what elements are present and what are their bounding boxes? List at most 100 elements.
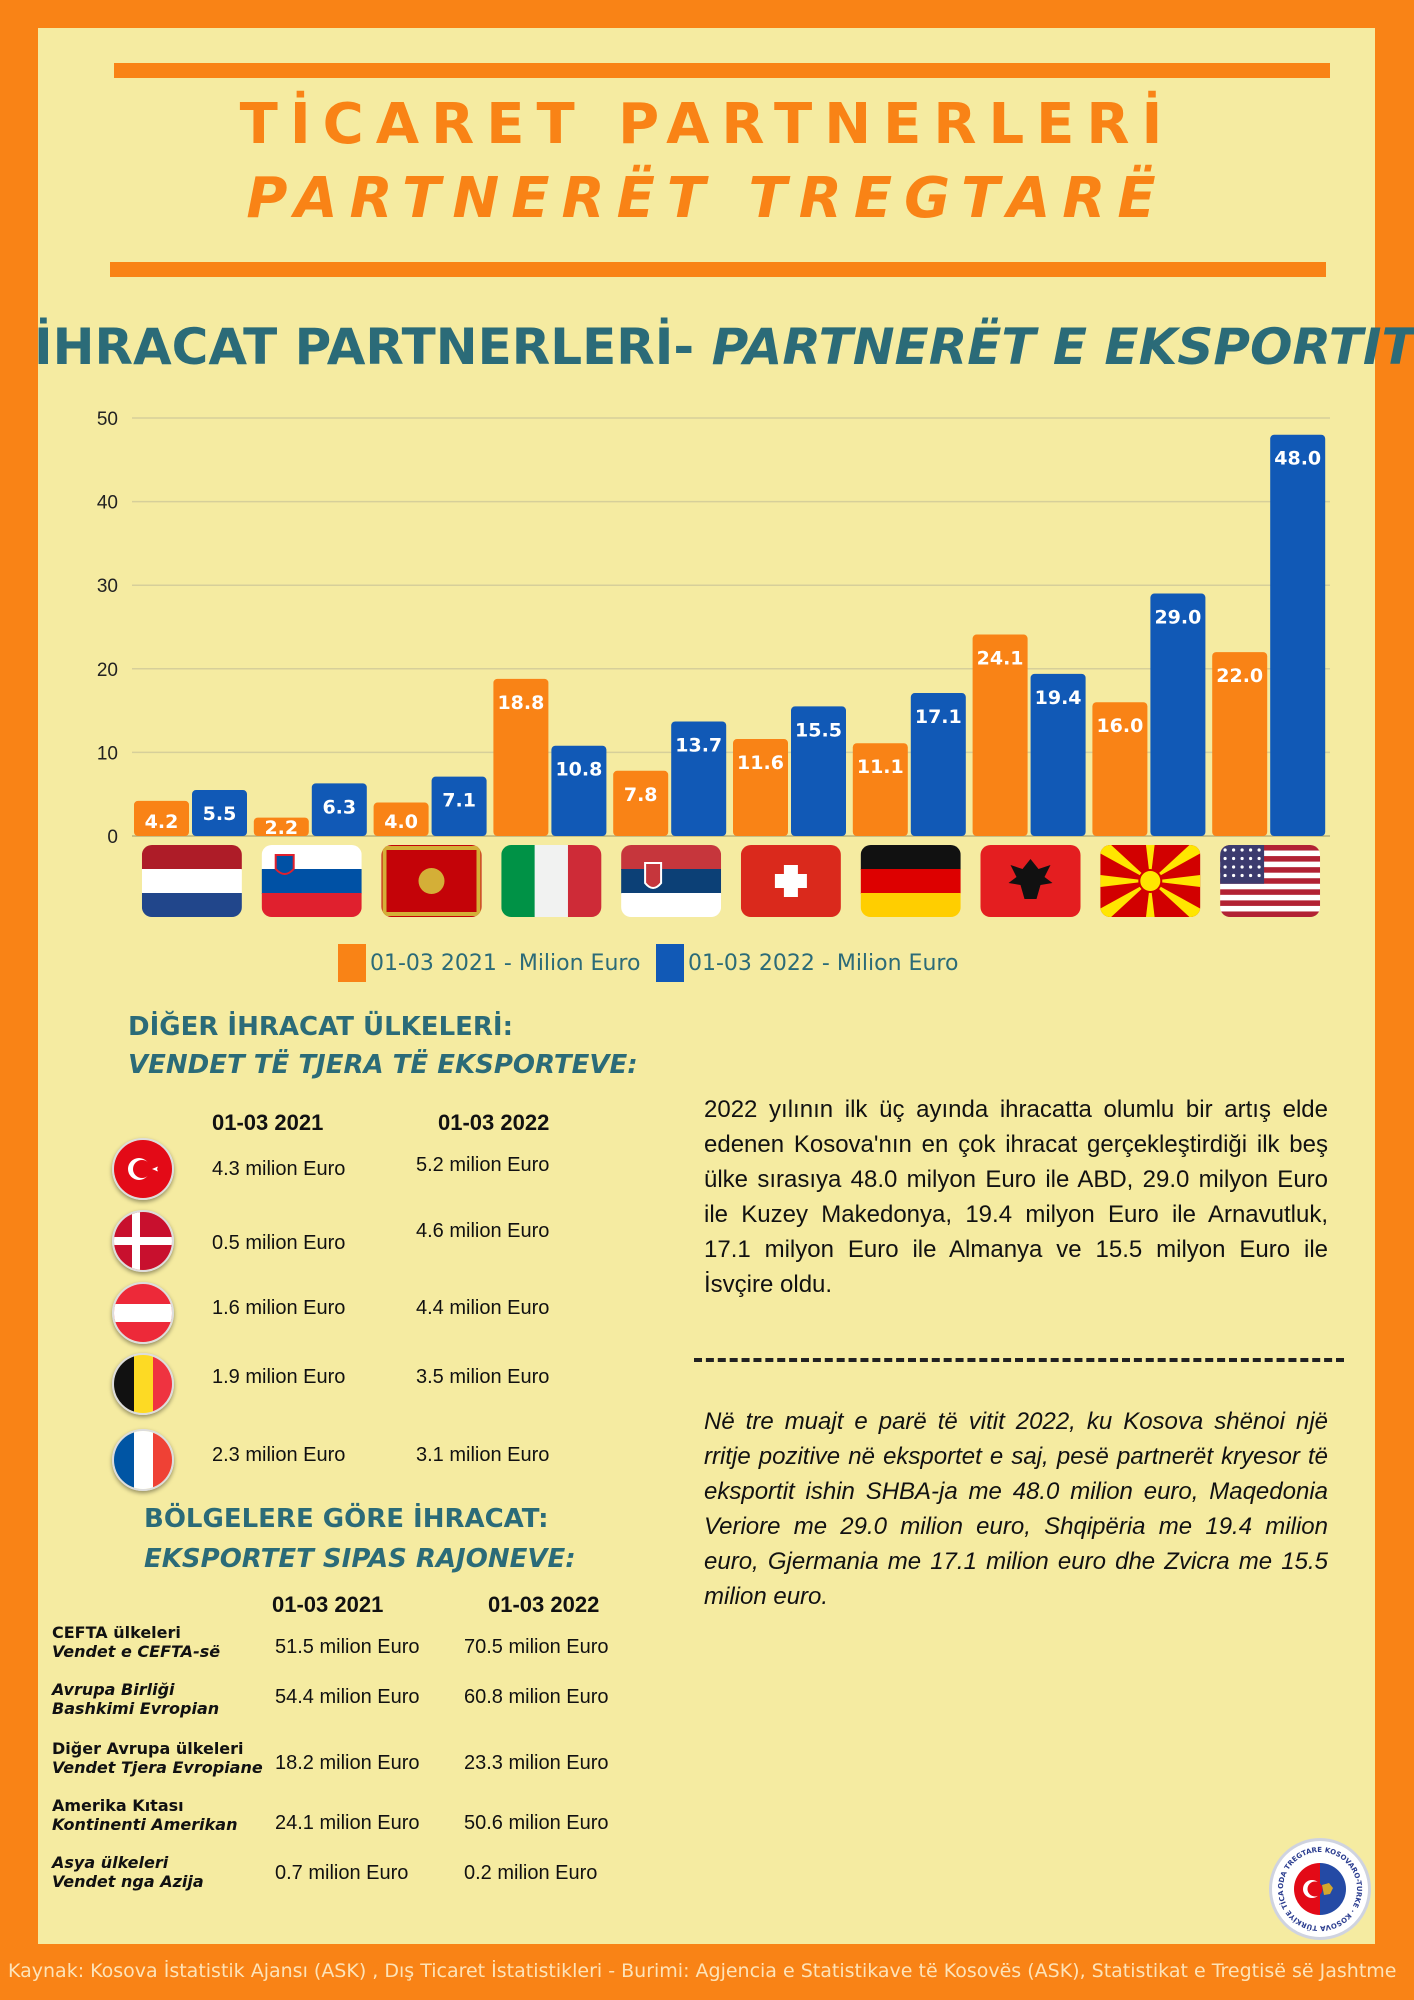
data-label: 48.0 (1274, 448, 1321, 470)
bar-2021-8 (1092, 702, 1148, 836)
data-label: 18.8 (497, 692, 544, 714)
legend-label-2022: 01-03 2022 - Milion Euro (688, 950, 959, 976)
data-label: 13.7 (675, 734, 722, 756)
data-label: 11.1 (857, 756, 904, 778)
montenegro-flag-icon (381, 845, 482, 917)
region-2-2021: 54.4 milion Euro (275, 1686, 420, 1708)
region-3-2021: 18.2 milion Euro (275, 1752, 420, 1774)
other-countries-title-sq: VENDET TË TJERA TË EKSPORTEVE: (128, 1050, 638, 1080)
bar-2022-7 (1030, 673, 1086, 836)
bar-2021-9 (1212, 652, 1268, 836)
region-3-2022: 23.3 milion Euro (464, 1752, 609, 1774)
other-countries-title-tr: DİĞER İHRACAT ÜLKELERİ: (128, 1012, 513, 1042)
italy-flag-icon (501, 845, 602, 917)
chart-data-labels: 4.2 5.5 2.2 6.3 4.0 7.1 18.8 10.8 7.8 13.7 11.6 15.… (145, 448, 1321, 839)
region-3-sq: Vendet Tjera Evropiane (52, 1758, 263, 1777)
bar-2022-2 (431, 776, 487, 836)
other-row-5-2021: 2.3 milion Euro (212, 1444, 346, 1466)
other-row-1-2022: 5.2 milion Euro (416, 1154, 550, 1176)
data-label: 22.0 (1216, 665, 1263, 687)
switzerland-flag-icon (740, 845, 841, 917)
region-1-2022: 70.5 milion Euro (464, 1636, 609, 1658)
region-4-tr: Amerika Kıtası (52, 1796, 184, 1815)
legend-label-2021: 01-03 2021 - Milion Euro (370, 950, 641, 976)
bar-2021-3 (493, 678, 549, 836)
other-row-4-2021: 1.9 milion Euro (212, 1366, 346, 1388)
title-turkish: TİCARET PARTNERLERİ (239, 92, 1175, 157)
dashed-divider (694, 1358, 1344, 1362)
bar-2022-9 (1270, 434, 1326, 836)
data-label: 19.4 (1035, 687, 1082, 709)
bar-2022-4 (671, 721, 727, 836)
footer-source-text: Kaynak: Kosova İstatistik Ajansı (ASK) ,… (8, 1960, 1397, 1982)
germany-flag-icon (860, 845, 961, 917)
region-4-sq: Kontinenti Amerikan (52, 1815, 238, 1834)
turkey-flag-icon (112, 1138, 174, 1200)
usa-flag-icon (1220, 845, 1321, 917)
region-5-label: Asya ülkeleri Vendet nga Azija (52, 1853, 204, 1891)
other-col-2022: 01-03 2022 (438, 1110, 550, 1135)
y-tick-label: 40 (97, 493, 118, 514)
legend-swatch-2021 (338, 944, 366, 982)
chart-bars (134, 434, 1326, 836)
y-tick-label: 30 (97, 576, 118, 597)
other-row-5-2022: 3.1 milion Euro (416, 1444, 550, 1466)
bar-2022-1 (311, 783, 367, 836)
france-flag-icon (112, 1429, 174, 1491)
region-5-2022: 0.2 milion Euro (464, 1862, 598, 1884)
export-partners-title-tr: İHRACAT PARTNERLERİ- (34, 318, 695, 376)
other-col-2021: 01-03 2021 (212, 1110, 324, 1135)
region-1-tr: CEFTA ülkeleri (52, 1623, 181, 1642)
region-4-2022: 50.6 milion Euro (464, 1812, 609, 1834)
bar-2022-3 (551, 745, 607, 836)
bar-2021-0 (134, 800, 189, 836)
region-5-2021: 0.7 milion Euro (275, 1862, 409, 1884)
bar-2022-0 (192, 790, 247, 836)
region-2-tr: Avrupa Birliği (52, 1680, 175, 1699)
albania-flag-icon (980, 845, 1081, 917)
bar-2021-7 (972, 634, 1028, 836)
slovenia-flag-icon (261, 845, 362, 917)
bar-2022-8 (1150, 593, 1206, 836)
other-row-2-2021: 0.5 milion Euro (212, 1232, 346, 1254)
austria-flag-icon (112, 1282, 174, 1344)
region-2-label: Avrupa Birliği Bashkimi Evropian (52, 1680, 219, 1718)
regions-title-tr: BÖLGELERE GÖRE İHRACAT: (144, 1504, 549, 1534)
region-2-sq: Bashkimi Evropian (52, 1699, 220, 1718)
regions-title-sq: EKSPORTET SIPAS RAJONEVE: (144, 1544, 576, 1574)
export-partners-chart: 0 10 20 30 40 50 4.2 5.5 2.2 6.3 4.0 7.1 18.8 10.8 7.… (97, 409, 1330, 917)
y-tick-label: 10 (97, 743, 118, 764)
legend-swatch-2022 (656, 944, 684, 982)
bar-2021-1 (253, 817, 309, 836)
data-label: 5.5 (203, 803, 237, 825)
data-label: 7.1 (442, 790, 476, 812)
regions-col-2022: 01-03 2022 (488, 1592, 600, 1617)
other-row-3-2021: 1.6 milion Euro (212, 1297, 346, 1319)
region-4-2021: 24.1 milion Euro (275, 1812, 420, 1834)
chart-legend: 01-03 2021 - Milion Euro (338, 944, 640, 982)
region-3-tr: Diğer Avrupa ülkeleri (52, 1739, 244, 1758)
other-row-4-2022: 3.5 milion Euro (416, 1366, 550, 1388)
bar-2022-5 (791, 706, 846, 836)
region-3-label: Diğer Avrupa ülkeleri Vendet Tjera Evrop… (52, 1739, 263, 1777)
bar-2021-5 (733, 739, 788, 836)
title-albanian: PARTNERËT TREGTARË (246, 166, 1168, 231)
data-label: 2.2 (264, 817, 298, 839)
region-1-2021: 51.5 milion Euro (275, 1636, 420, 1658)
data-label: 24.1 (977, 648, 1024, 670)
bar-2021-6 (852, 743, 908, 836)
summary-paragraph-sq: Në tre muajt e parë të vitit 2022, ku Ko… (704, 1408, 1328, 1610)
data-label: 7.8 (624, 784, 658, 806)
data-label: 11.6 (737, 752, 784, 774)
data-label: 6.3 (322, 796, 356, 818)
summary-paragraph-tr: 2022 yılının ilk üç ayında ihracatta olu… (704, 1096, 1328, 1298)
data-label: 15.5 (795, 719, 842, 741)
chart-grid: 0 10 20 30 40 50 (97, 409, 1330, 848)
chart-legend-2: 01-03 2022 - Milion Euro (656, 944, 958, 982)
y-tick-label: 0 (107, 827, 118, 848)
netherlands-flag-icon (141, 845, 242, 917)
y-tick-label: 50 (97, 409, 118, 430)
footer-source: Kaynak: Kosova İstatistik Ajansı (ASK) ,… (8, 1960, 1414, 1982)
chart-flags (141, 845, 1321, 917)
data-label: 10.8 (555, 759, 602, 781)
